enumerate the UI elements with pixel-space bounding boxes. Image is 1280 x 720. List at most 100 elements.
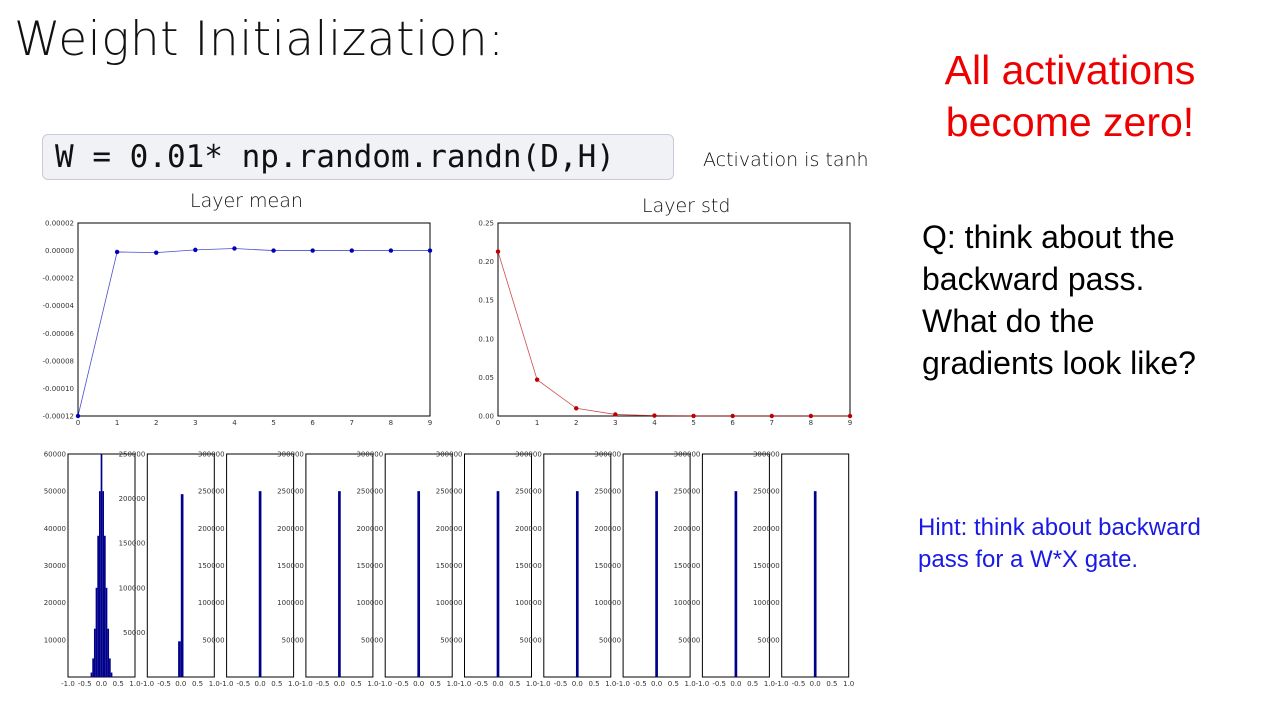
hist-ytick-label: 250000 — [277, 488, 304, 496]
mean-chart-ytick-label: 0.00002 — [45, 220, 74, 228]
hist-ytick-label: 250000 — [198, 488, 225, 496]
std-chart-point — [730, 413, 735, 419]
std-chart-xtick-label: 2 — [574, 419, 578, 427]
hist-ytick-label: 150000 — [277, 562, 304, 570]
hist-ytick-label: 20000 — [44, 599, 66, 607]
hist-xtick-label: 0.0 — [651, 680, 662, 688]
hist-bar — [109, 658, 111, 677]
hist-ytick-label: 200000 — [119, 495, 146, 503]
hist-xtick-label: 0.5 — [351, 680, 362, 688]
hist-xtick-label: 1.0 — [447, 680, 458, 688]
hist-xtick-label: 1.0 — [209, 680, 220, 688]
callout-line-1: All activations — [944, 47, 1196, 93]
hist-xtick-label: -0.5 — [633, 680, 647, 688]
question-line-1: Q: think about the — [922, 219, 1175, 255]
mean-chart-ytick-label: -0.00012 — [43, 413, 74, 421]
hist-xtick-label: 0.5 — [588, 680, 599, 688]
std-chart-xtick-label: 8 — [809, 419, 813, 427]
hist-xtick-label: 0.0 — [492, 680, 503, 688]
hist-ytick-label: 100000 — [753, 599, 780, 607]
hist-xtick-label: 0.0 — [96, 680, 107, 688]
mean-chart-point — [75, 413, 81, 419]
mean-chart-point — [349, 248, 354, 253]
mean-chart-ytick-label: 0.00000 — [45, 247, 74, 255]
hist-ytick-label: 250000 — [674, 488, 701, 496]
hist-ytick-label: 250000 — [515, 488, 542, 496]
mean-chart-xtick-label: 3 — [193, 419, 197, 427]
hist-ytick-label: 150000 — [515, 562, 542, 570]
hist-bar — [417, 491, 421, 677]
hist-bar — [95, 587, 98, 677]
hist-xtick-label: -0.5 — [554, 680, 568, 688]
hist-xtick-label: -0.5 — [316, 680, 330, 688]
hist-ytick-label: 50000 — [44, 488, 66, 496]
std-chart-xtick-label: 5 — [691, 419, 695, 427]
hist-ytick-label: 60000 — [44, 451, 66, 459]
callout-line-2: become zero! — [945, 99, 1195, 145]
hist-xtick-label: 0.5 — [192, 680, 203, 688]
hist-bar — [100, 454, 103, 677]
hist-ytick-label: 200000 — [198, 525, 225, 533]
mean-chart-ytick-label: -0.00010 — [43, 385, 74, 393]
std-chart-point — [534, 377, 540, 382]
mean-chart-point — [114, 249, 120, 255]
hist-bar — [104, 535, 106, 677]
hist-ytick-label: 100000 — [198, 599, 225, 607]
hint-text: Hint: think about backward pass for a W*… — [918, 512, 1258, 576]
hist-ytick-label: 300000 — [198, 451, 225, 459]
hist-xtick-label: 1.0 — [526, 680, 537, 688]
hist-ytick-label: 100000 — [356, 599, 383, 607]
hist-ytick-label: 10000 — [44, 636, 66, 644]
hint-line-1: Hint: think about backward — [918, 514, 1201, 541]
hist-ytick-label: 250000 — [594, 488, 621, 496]
hist-ytick-label: 50000 — [440, 636, 462, 644]
hist-ytick-label: 250000 — [753, 488, 780, 496]
mean-chart-xtick-label: 2 — [154, 419, 158, 427]
hist-xtick-label: -1.0 — [220, 680, 234, 688]
std-chart-point — [652, 413, 657, 418]
hint-line-2: pass for a W*X gate. — [918, 546, 1139, 573]
question-line-4: gradients look like? — [922, 345, 1196, 381]
hist-bar — [180, 494, 184, 677]
hist-xtick-label: -0.5 — [474, 680, 488, 688]
hist-xtick-label: -1.0 — [458, 680, 472, 688]
hist-ytick-label: 300000 — [436, 451, 463, 459]
hist-ytick-label: 200000 — [356, 525, 383, 533]
layer-mean-title: Layer mean — [190, 190, 303, 212]
hist-xtick-label: 0.5 — [509, 680, 520, 688]
mean-chart-ytick-label: -0.00008 — [43, 357, 74, 365]
slide-title: Weight Initialization: — [14, 12, 505, 67]
std-chart-xtick-label: 0 — [496, 419, 500, 427]
mean-chart-ytick-label: -0.00002 — [43, 275, 74, 283]
hist-xtick-label: 0.0 — [334, 680, 345, 688]
std-chart-point — [769, 413, 774, 419]
std-chart-point — [847, 413, 853, 419]
std-chart-point — [808, 413, 814, 419]
hist-ytick-label: 300000 — [515, 451, 542, 459]
hist-xtick-label: 0.0 — [175, 680, 186, 688]
hist-ytick-label: 150000 — [674, 562, 701, 570]
std-chart-ytick-label: 0.00 — [478, 413, 494, 421]
hist-bar — [98, 491, 101, 677]
std-chart-xtick-label: 4 — [652, 419, 657, 427]
hist-ytick-label: 150000 — [436, 562, 463, 570]
hist-ytick-label: 200000 — [277, 525, 304, 533]
mean-chart-point — [154, 250, 159, 255]
hist-ytick-label: 250000 — [356, 488, 383, 496]
mean-chart-point — [193, 247, 198, 253]
std-chart-point — [574, 406, 579, 411]
hist-xtick-label: -0.5 — [792, 680, 806, 688]
hist-ytick-label: 300000 — [356, 451, 383, 459]
question-line-2: backward pass. — [922, 261, 1145, 297]
mean-chart-xtick-label: 6 — [310, 419, 315, 427]
hist-xtick-label: -1.0 — [299, 680, 313, 688]
hist-ytick-label: 100000 — [515, 599, 542, 607]
mean-chart-xtick-label: 7 — [350, 419, 354, 427]
mean-chart-series-line — [77, 248, 430, 417]
hist-xtick-label: 0.5 — [113, 680, 124, 688]
hist-ytick-label: 200000 — [515, 525, 542, 533]
std-chart-xtick-label: 9 — [848, 419, 852, 427]
std-chart-point — [613, 412, 618, 417]
hist-ytick-label: 150000 — [753, 562, 780, 570]
